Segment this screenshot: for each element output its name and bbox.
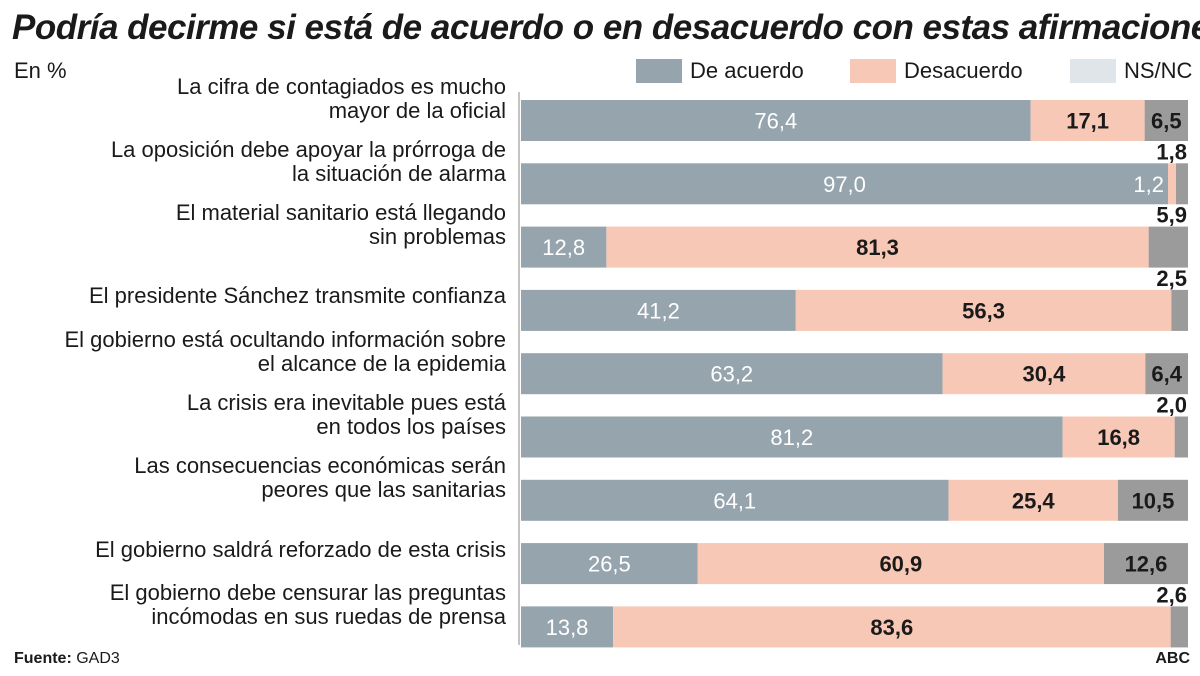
- data-label: 12,8: [542, 235, 585, 260]
- category-label-line: El gobierno debe censurar las preguntas: [109, 579, 506, 605]
- bar-segment-ns-nc: [1103, 543, 1188, 585]
- category-label: La oposición debe apoyar la prórroga de l…: [6, 136, 506, 186]
- bar-segment-desacuerdo: [795, 289, 1172, 331]
- data-label: 76,4: [754, 109, 797, 134]
- category-label-line: en todos los países: [316, 414, 506, 439]
- category-label-line: La oposición debe apoyar la prórroga de: [110, 136, 506, 162]
- bar-segment-ns-nc: [1171, 289, 1188, 331]
- legend-item-de-acuerdo: De acuerdo: [636, 58, 804, 84]
- bar-segment-ns-nc: [1175, 163, 1188, 205]
- legend-swatch-de-acuerdo: [636, 59, 682, 83]
- chart-title: Podría decirme si está de acuerdo o en d…: [12, 8, 1200, 47]
- category-label-line: incómodas en sus ruedas de prensa: [151, 603, 506, 629]
- legend-label-desacuerdo: Desacuerdo: [904, 58, 1023, 83]
- bar-segment-de-acuerdo: [521, 416, 1063, 458]
- category-label: El gobierno saldrá reforzado de esta cri…: [6, 536, 506, 562]
- data-label: 13,8: [546, 615, 589, 640]
- category-label-line: peores que las sanitarias: [261, 477, 506, 503]
- bar-segment-ns-nc: [1145, 353, 1188, 395]
- bar-segment-ns-nc: [1144, 100, 1188, 141]
- bar-segment-desacuerdo: [1030, 100, 1145, 141]
- data-label: 5,9: [1156, 203, 1187, 228]
- category-label: La crisis era inevitable pues está en tod…: [6, 391, 506, 439]
- data-label: 10,5: [1132, 488, 1175, 513]
- bar-segment-desacuerdo: [942, 353, 1146, 395]
- data-label: 6,4: [1151, 362, 1182, 387]
- legend-swatch-desacuerdo: [850, 59, 896, 83]
- brand-logo: ABC: [1155, 650, 1190, 667]
- bar-segment-desacuerdo: [606, 226, 1149, 268]
- bar-segment-desacuerdo: [1062, 416, 1175, 458]
- data-label: 81,2: [770, 425, 813, 450]
- data-label: 17,1: [1066, 109, 1109, 134]
- data-label: 64,1: [713, 488, 756, 513]
- source-note: Fuente: GAD3: [14, 650, 120, 668]
- category-label-line: mayor de la oficial: [328, 97, 506, 123]
- category-label: El gobierno está ocultando información s…: [6, 326, 507, 376]
- bar-segment-de-acuerdo: [521, 289, 796, 331]
- bar-segment-de-acuerdo: [521, 479, 949, 521]
- data-label: 2,0: [1156, 393, 1187, 418]
- data-label: 56,3: [962, 298, 1005, 323]
- bar-segment-de-acuerdo: [521, 163, 1168, 205]
- data-label: 83,6: [870, 615, 913, 640]
- category-label: El material sanitario está llegando sin p…: [6, 201, 506, 249]
- category-label-line: El material sanitario está llegando: [175, 200, 506, 226]
- bar-segment-desacuerdo: [1167, 163, 1176, 205]
- legend-label-nsnc: NS/NC: [1124, 58, 1193, 83]
- data-label: 1,2: [1133, 172, 1164, 197]
- category-label-line: el alcance de la epidemia: [257, 350, 506, 376]
- data-label: 16,8: [1097, 425, 1140, 450]
- data-label: 2,6: [1156, 582, 1187, 607]
- data-label: 6,5: [1151, 109, 1182, 134]
- unit-label: En %: [14, 58, 67, 83]
- bar-segment-de-acuerdo: [521, 100, 1031, 141]
- data-label: 25,4: [1012, 488, 1056, 513]
- bar-segment-de-acuerdo: [521, 543, 698, 585]
- source-label: Fuente:: [14, 650, 72, 667]
- legend-label-de-acuerdo: De acuerdo: [690, 58, 804, 83]
- category-label-line: Las consecuencias económicas serán: [134, 453, 506, 479]
- legend-item-nsnc: NS/NC: [1070, 58, 1192, 84]
- bar-segment-de-acuerdo: [521, 353, 943, 395]
- category-label-line: El gobierno saldrá reforzado de esta cri…: [95, 536, 506, 562]
- category-label: El gobierno debe censurar las preguntas i…: [6, 579, 506, 629]
- bar-segment-desacuerdo: [948, 479, 1118, 521]
- data-label: 97,0: [823, 172, 866, 197]
- category-label-line: la situación de alarma: [291, 160, 506, 186]
- legend-swatch-nsnc: [1070, 59, 1116, 83]
- bar-segment-ns-nc: [1170, 606, 1188, 648]
- category-label-line: La cifra de contagiados es mucho: [177, 73, 506, 99]
- category-label-line: El presidente Sánchez transmite confianz…: [88, 283, 506, 309]
- category-label-line: El gobierno está ocultando información s…: [64, 326, 507, 352]
- data-label: 1,8: [1156, 139, 1187, 164]
- bar-segment-ns-nc: [1174, 416, 1188, 458]
- data-label: 30,4: [1023, 362, 1067, 387]
- data-label: 26,5: [588, 552, 631, 577]
- category-label: El presidente Sánchez transmite confianz…: [6, 284, 506, 308]
- legend-item-desacuerdo: Desacuerdo: [850, 58, 1023, 84]
- data-label: 81,3: [856, 235, 899, 260]
- data-label: 12,6: [1125, 552, 1168, 577]
- data-label: 63,2: [710, 362, 753, 387]
- category-label: La cifra de contagiados es mucho mayor de…: [6, 73, 506, 123]
- bar-segment-de-acuerdo: [521, 226, 607, 268]
- bar-segment-de-acuerdo: [521, 606, 614, 648]
- bar-segment-ns-nc: [1117, 479, 1188, 521]
- data-label: 60,9: [879, 552, 922, 577]
- bar-segment-desacuerdo: [613, 606, 1171, 648]
- source-value: GAD3: [76, 650, 120, 667]
- category-label: Las consecuencias económicas serán peores…: [6, 454, 506, 502]
- category-label-line: La crisis era inevitable pues está: [186, 390, 506, 415]
- data-label: 41,2: [637, 298, 680, 323]
- data-label: 2,5: [1156, 266, 1187, 291]
- category-label-line: sin problemas: [369, 224, 506, 250]
- bar-segment-desacuerdo: [697, 543, 1104, 585]
- bar-segment-ns-nc: [1148, 226, 1188, 268]
